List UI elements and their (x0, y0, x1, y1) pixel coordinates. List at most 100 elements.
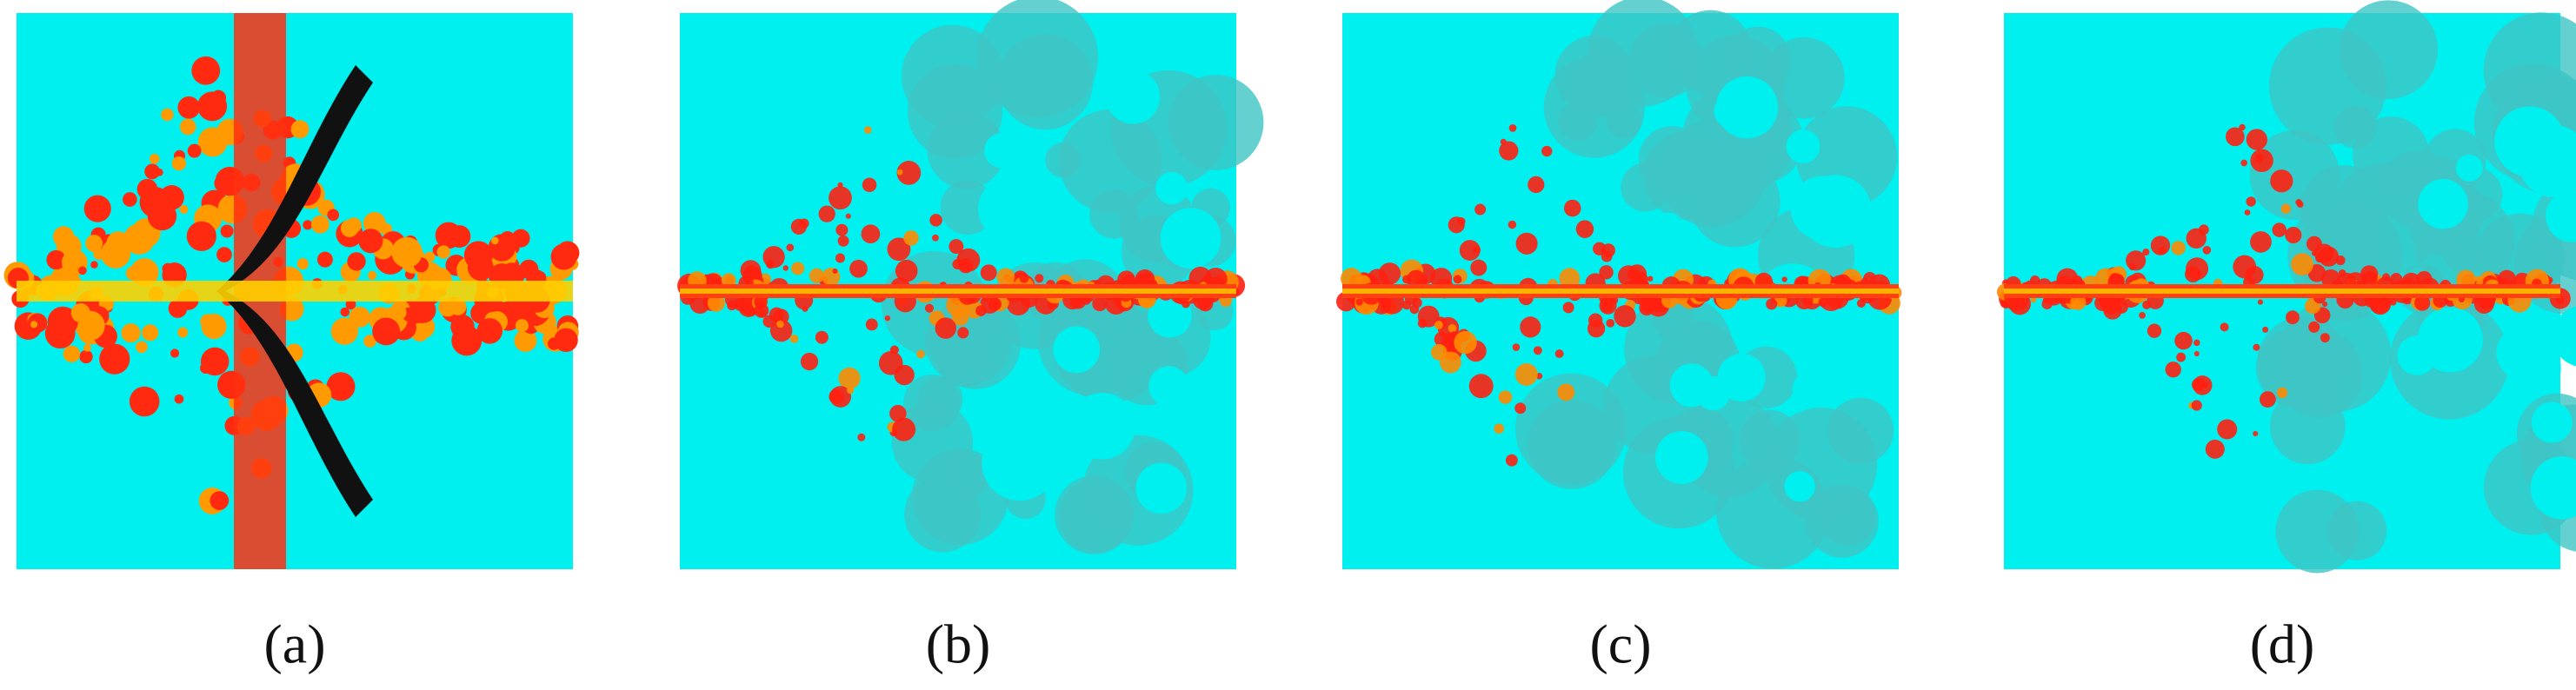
fractal-blob (2198, 224, 2209, 236)
fractal-blob (790, 218, 807, 235)
fractal-blob (372, 317, 401, 346)
fractal-blob (776, 320, 784, 328)
shadow-blob (2275, 489, 2360, 574)
fractal-blob (2272, 222, 2286, 237)
fractal-blob (162, 262, 174, 275)
fractal-blob (1514, 363, 1538, 386)
fractal-blob (815, 330, 829, 344)
fractal-blob (210, 491, 230, 510)
fractal-blob (707, 294, 725, 312)
fractal-blob (1454, 330, 1477, 355)
hole (2418, 179, 2468, 229)
fractal-blob (214, 174, 234, 193)
shadow-blob (2269, 388, 2346, 465)
fractal-blob (2314, 243, 2334, 263)
fractal-blob (2205, 439, 2225, 459)
fractal-blob (326, 372, 356, 401)
fractal-blob (2291, 253, 2313, 275)
fractal-blob (1430, 344, 1448, 361)
fractal-blob (1575, 220, 1594, 238)
fractal-blob (878, 351, 903, 375)
fractal-blob (2250, 149, 2273, 172)
panel-label: (a) (263, 614, 325, 675)
fractal-blob (845, 213, 851, 219)
fractal-blob (168, 299, 188, 318)
fractal-blob (327, 209, 340, 222)
fractal-blob (449, 298, 467, 315)
fractal-blob (2193, 350, 2200, 357)
fractal-blob (762, 315, 775, 328)
fractal-blob (2257, 299, 2264, 305)
hole (982, 425, 1058, 501)
fractal-blob (861, 224, 881, 244)
fractal-blob (303, 220, 313, 230)
fractal-blob (1505, 454, 1518, 467)
fractal-blob (216, 247, 232, 262)
fractal-blob (2250, 231, 2272, 253)
fractal-blob (863, 126, 872, 134)
fractal-blob (2193, 339, 2200, 347)
fractal-blob (739, 301, 752, 314)
fractal-blob (932, 234, 939, 242)
fractal-blob (791, 262, 805, 275)
fractal-blob (1474, 203, 1487, 216)
fractal-blob (340, 219, 359, 237)
hole (1035, 396, 1070, 431)
shadow-blob (936, 328, 996, 388)
fractal-blob (689, 293, 710, 314)
fractal-blob (935, 317, 956, 339)
fractal-blob (2246, 196, 2256, 207)
fractal-blob (1515, 232, 1538, 255)
fractal-blob (1563, 199, 1581, 217)
hole (1786, 129, 1821, 163)
fractal-blob (2285, 226, 2302, 244)
hole (2530, 456, 2576, 520)
shadow-blob (2329, 163, 2442, 275)
hole (1790, 176, 1854, 241)
fractal-blob (170, 348, 180, 358)
fractal-blob (2070, 294, 2087, 310)
panel-label: (c) (1589, 614, 1651, 675)
fractal-blob (2295, 199, 2302, 206)
shadow-blob (901, 24, 1004, 128)
fractal-blob (490, 236, 499, 245)
fractal-blob (200, 314, 216, 329)
fractal-blob (1528, 176, 1545, 194)
fractal-blob (832, 268, 838, 274)
fractal-blob (514, 329, 537, 352)
fractal-blob (30, 321, 38, 328)
fractal-panel (3, 13, 580, 569)
fractal-blob (1588, 313, 1603, 328)
fractal-blob (316, 251, 333, 268)
fractal-blob (782, 265, 789, 271)
fractal-blob (2286, 310, 2300, 325)
fractal-blob (769, 319, 793, 342)
fractal-blob (149, 153, 160, 164)
fractal-blob (2226, 127, 2245, 147)
axis-core (680, 289, 1236, 294)
fractal-blob (200, 347, 230, 376)
fractal-blob (2389, 298, 2397, 306)
fractal-blob (1494, 423, 1504, 435)
fractal-blob (1417, 318, 1428, 328)
fractal-blob (1468, 374, 1494, 399)
fractal-blob (1541, 145, 1553, 157)
shadow-blob (1643, 130, 1733, 220)
fractal-blob (1562, 302, 1574, 314)
hole (1669, 363, 1714, 408)
hole (1155, 171, 1188, 205)
fractal-blob (2338, 269, 2346, 277)
fractal-blob (1599, 265, 1614, 280)
shadow-blob (997, 34, 1094, 130)
fractal-blob (390, 304, 407, 321)
fractal-blob (2240, 159, 2248, 167)
hole (978, 176, 1044, 242)
fractal-blob (2142, 249, 2150, 256)
fractal-blob (896, 169, 903, 176)
fractal-blob (367, 270, 377, 280)
fractal-blob (191, 56, 221, 85)
fractal-blob (2174, 331, 2193, 350)
fractal-blob (1647, 275, 1654, 282)
fractal-blob (99, 343, 130, 375)
